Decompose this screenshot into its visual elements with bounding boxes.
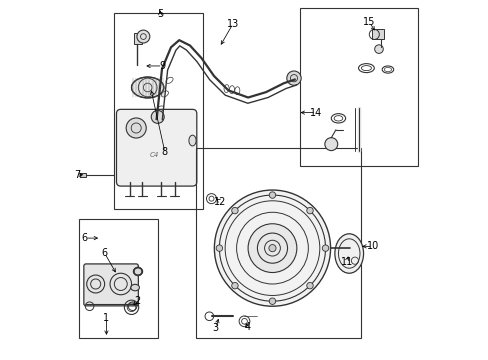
Text: 6: 6 (81, 233, 88, 243)
Text: 14: 14 (309, 108, 322, 118)
Circle shape (126, 118, 146, 138)
Bar (113, 13, 203, 209)
Text: 5: 5 (157, 9, 163, 19)
Bar (196, 148, 360, 338)
Circle shape (231, 207, 238, 214)
Text: C4: C4 (149, 152, 159, 158)
Text: 9: 9 (160, 61, 165, 71)
Text: 1: 1 (103, 313, 109, 323)
Text: 2: 2 (134, 296, 140, 306)
Text: 11: 11 (340, 257, 352, 267)
Bar (134, 33, 142, 44)
Bar (300, 8, 418, 166)
Text: 6: 6 (102, 248, 107, 258)
Bar (79, 220, 158, 338)
Text: 13: 13 (226, 19, 239, 29)
Circle shape (137, 30, 149, 43)
Text: 4: 4 (244, 322, 250, 332)
Text: 15: 15 (363, 17, 375, 27)
Circle shape (374, 45, 383, 53)
Circle shape (216, 245, 222, 251)
Ellipse shape (133, 268, 142, 275)
Circle shape (306, 207, 313, 214)
Circle shape (286, 71, 301, 85)
Circle shape (247, 224, 296, 273)
Circle shape (268, 244, 276, 252)
Text: 3: 3 (212, 323, 219, 333)
Circle shape (324, 138, 337, 150)
Circle shape (231, 283, 238, 289)
Circle shape (151, 111, 164, 123)
Ellipse shape (131, 77, 163, 98)
Circle shape (214, 190, 330, 306)
Text: 10: 10 (366, 241, 378, 251)
Ellipse shape (334, 234, 363, 273)
Circle shape (269, 192, 275, 198)
Circle shape (306, 283, 313, 289)
Ellipse shape (188, 135, 196, 146)
FancyBboxPatch shape (83, 264, 138, 306)
Text: 12: 12 (213, 197, 226, 207)
Text: 7: 7 (74, 170, 80, 180)
FancyBboxPatch shape (116, 109, 196, 186)
Text: 8: 8 (162, 147, 167, 157)
Bar (80, 173, 86, 177)
Ellipse shape (131, 284, 139, 291)
Circle shape (322, 245, 328, 251)
Circle shape (269, 298, 275, 305)
Bar (371, 30, 384, 40)
